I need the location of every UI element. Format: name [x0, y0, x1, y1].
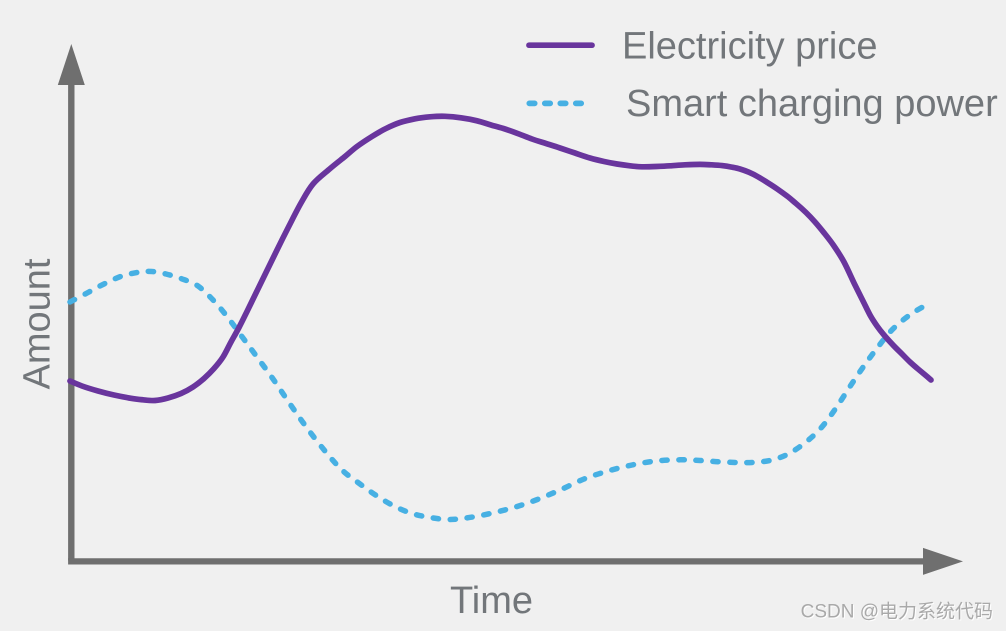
svg-text:Electricity price: Electricity price	[622, 26, 878, 68]
svg-text:Smart charging power: Smart charging power	[626, 83, 998, 125]
svg-text:Time: Time	[450, 580, 533, 622]
svg-text:CSDN @电力系统代码: CSDN @电力系统代码	[802, 602, 994, 624]
svg-text:Amount: Amount	[16, 258, 58, 389]
svg-text:CSDN @电力系统代码: CSDN @电力系统代码	[801, 601, 993, 623]
